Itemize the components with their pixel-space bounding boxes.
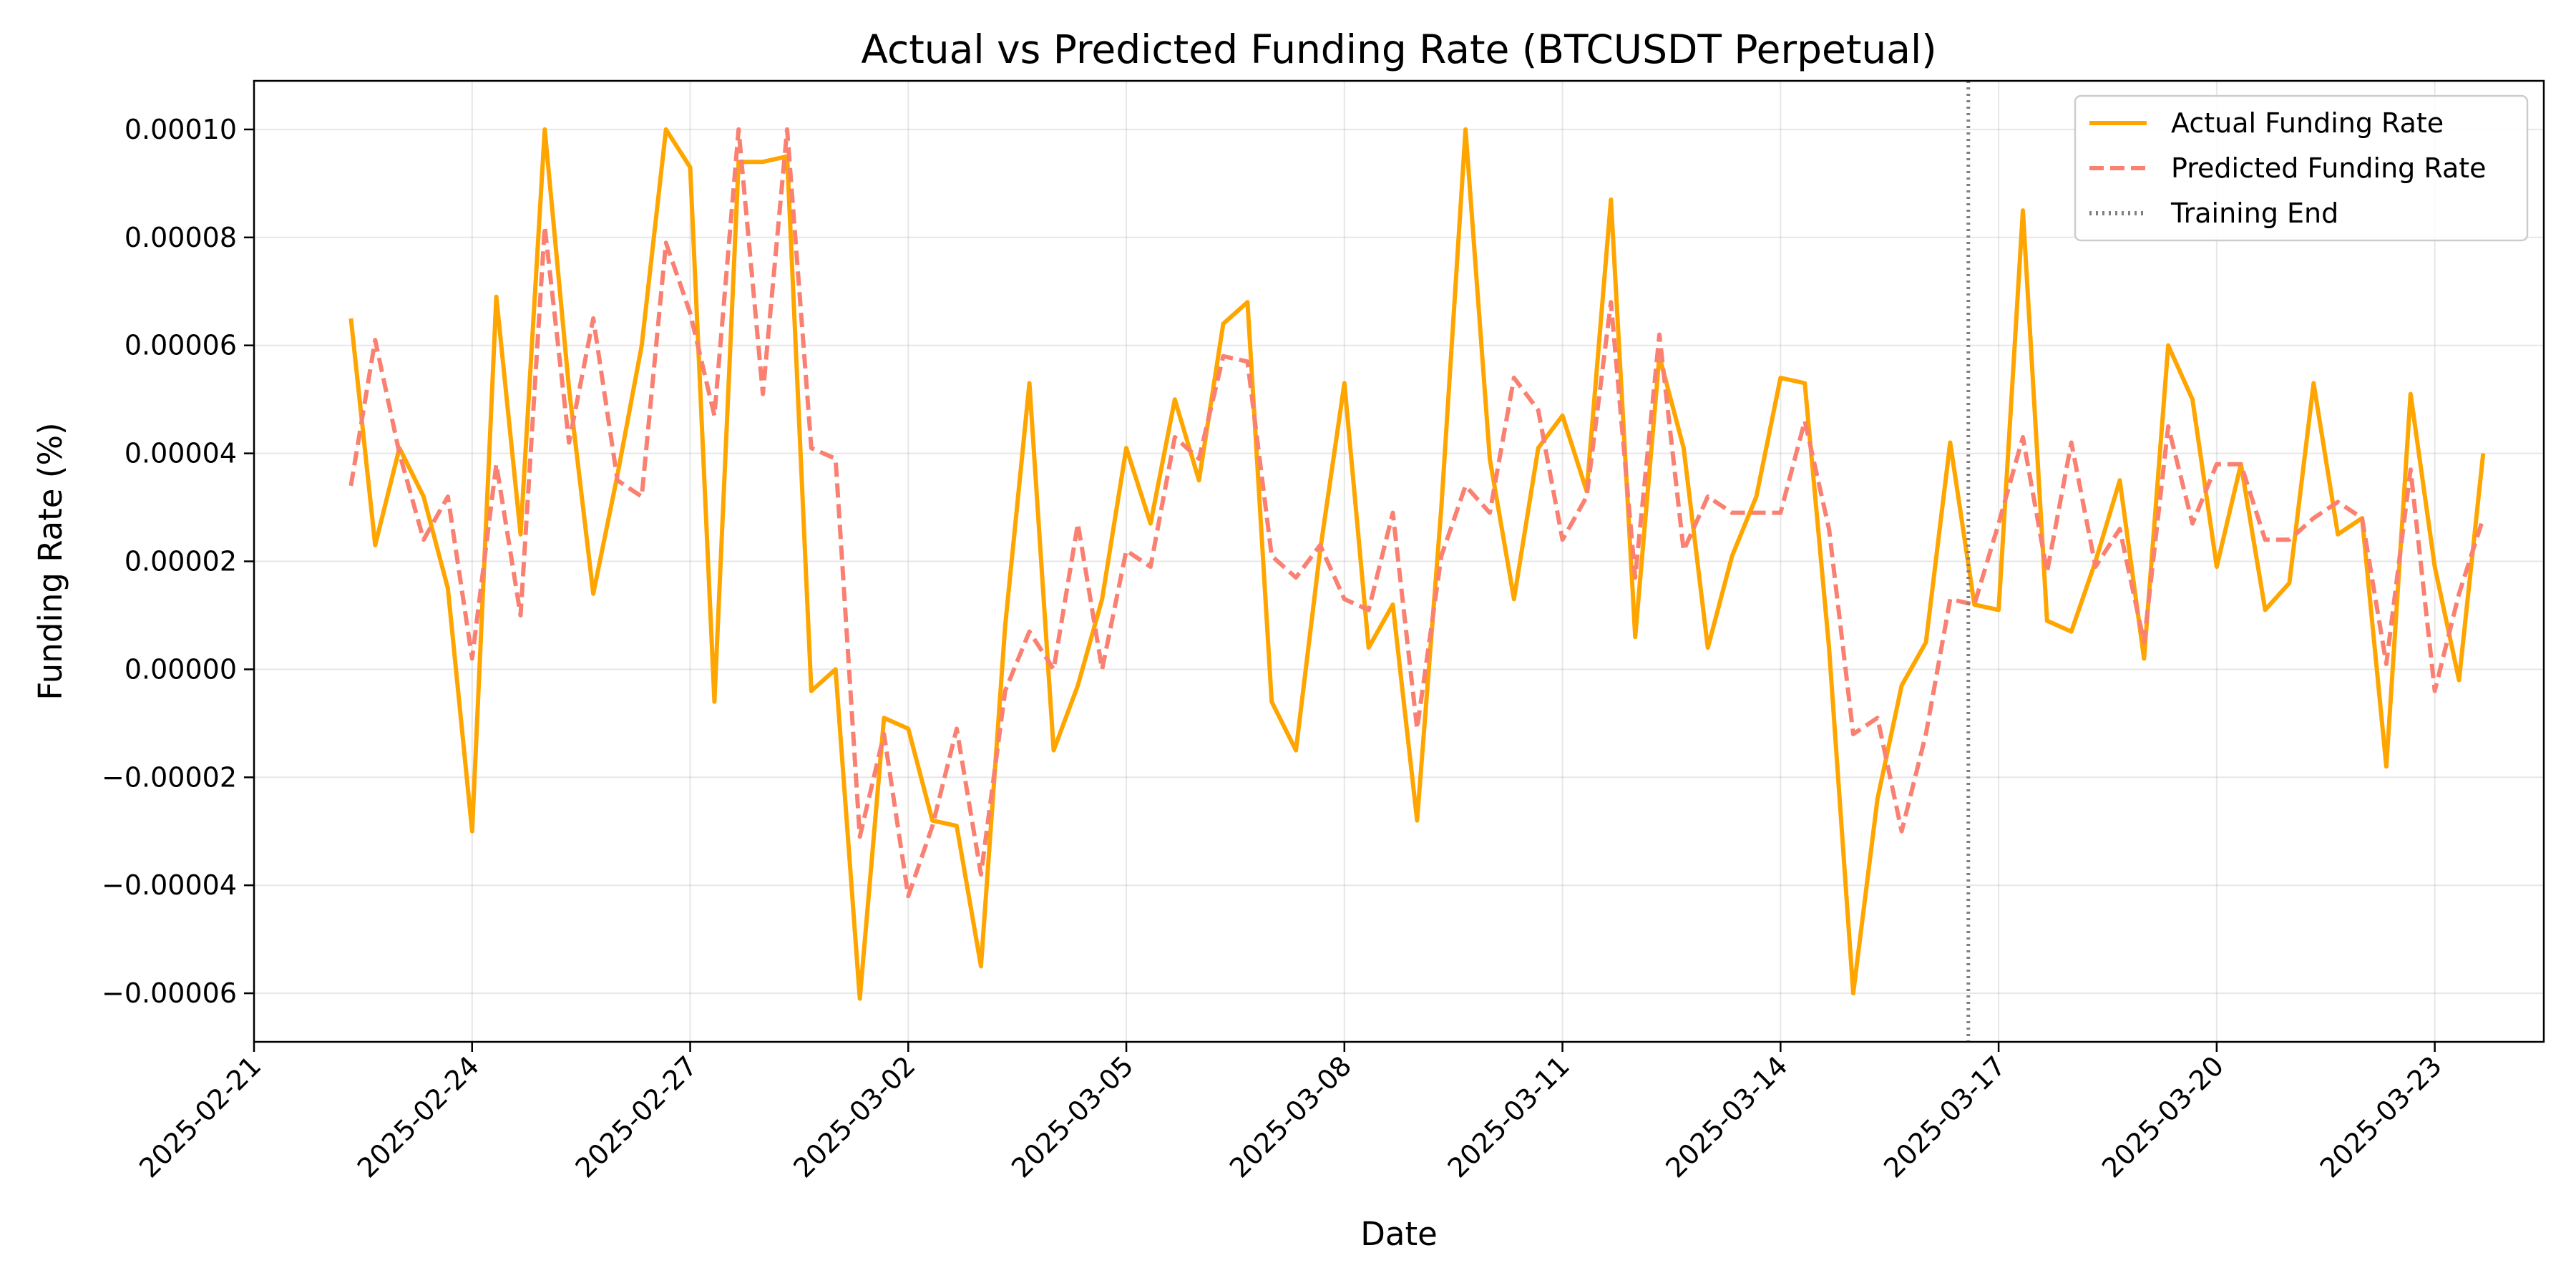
plot-area [348,81,2486,1042]
y-tick-label: 0.00000 [125,653,237,685]
series-line-predicted [348,127,2486,899]
y-tick-label: 0.00002 [125,546,237,577]
y-tick-label: −0.00004 [102,869,237,901]
y-tick-label: 0.00010 [125,114,237,145]
y-axis: 0.00010 0.00008 0.00006 0.00004 0.00002 0.000… [102,114,254,1009]
y-tick-label: 0.00004 [125,438,237,469]
legend-label: Actual Funding Rate [2171,107,2444,139]
legend: Actual Funding Rate Predicted Funding Rat… [2074,94,2529,242]
y-tick-label: −0.00006 [102,977,237,1009]
y-tick-label: 0.00008 [125,222,237,253]
y-tick-label: −0.00002 [102,761,237,793]
legend-box [2074,94,2529,242]
y-axis-title: Funding Rate (%) [31,422,69,700]
x-axis-title: Date [1360,1215,1438,1253]
legend-label: Training End [2170,197,2338,229]
y-tick-label: 0.00006 [125,330,237,361]
legend-label: Predicted Funding Rate [2171,152,2487,184]
chart-title: Actual vs Predicted Funding Rate (BTCUSD… [861,26,1936,72]
series-line-actual [348,127,2486,1001]
